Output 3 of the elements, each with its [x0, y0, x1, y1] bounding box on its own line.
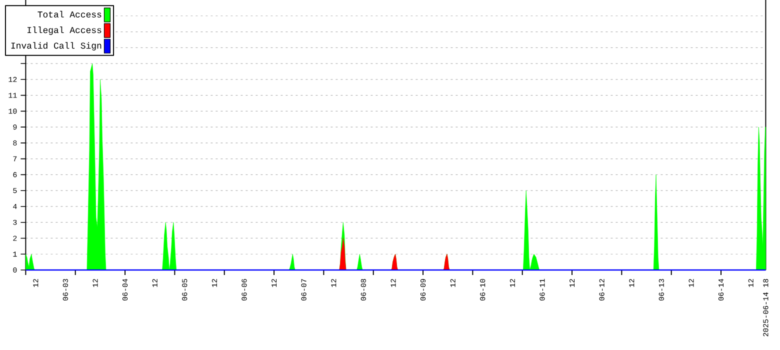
legend-label: Illegal Access	[28, 26, 102, 35]
legend-label: Total Access	[38, 10, 102, 18]
legend-label: Invalid Call Sign	[11, 42, 102, 50]
